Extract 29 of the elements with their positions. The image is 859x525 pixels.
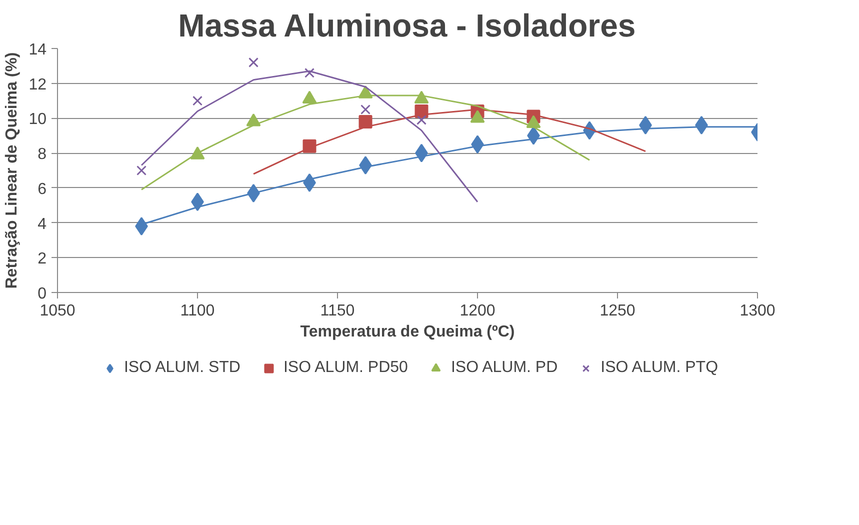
x-tick-label: 1250 [600, 302, 636, 320]
point [136, 166, 146, 176]
legend-label: ISO ALUM. PD [450, 359, 558, 377]
x-tick-label: 1150 [320, 302, 355, 320]
y-tick-label: 2 [38, 250, 47, 268]
y-tick-label: 12 [28, 76, 47, 94]
legend-label: ISO ALUM. PD50 [283, 359, 408, 377]
x-axis-title: Temperatura de Queima (ºC) [300, 324, 515, 340]
x-tick-label: 1100 [180, 302, 215, 320]
legend-label: ISO ALUM. STD [124, 359, 240, 377]
y-tick-label: 0 [38, 286, 47, 302]
legend-label: ISO ALUM. PTQ [600, 359, 718, 377]
x-tick-label: 1300 [740, 302, 776, 320]
point [192, 96, 202, 106]
chart-title: Massa Aluminosa - Isoladores [178, 8, 636, 44]
point [248, 57, 258, 68]
x-tick-label: 1050 [40, 302, 76, 320]
point [358, 114, 372, 128]
y-tick-label: 4 [38, 216, 47, 233]
point [304, 68, 314, 78]
point [360, 104, 370, 114]
y-tick-label: 10 [28, 111, 47, 128]
y-axis-title: Retração Linear de Queima (%) [4, 52, 21, 289]
y-tick-label: 6 [38, 180, 47, 198]
x-tick-label: 1200 [460, 302, 496, 320]
y-tick-label: 8 [38, 146, 47, 164]
line-series [140, 70, 478, 203]
point [416, 114, 426, 125]
y-tick-label: 14 [28, 42, 47, 58]
